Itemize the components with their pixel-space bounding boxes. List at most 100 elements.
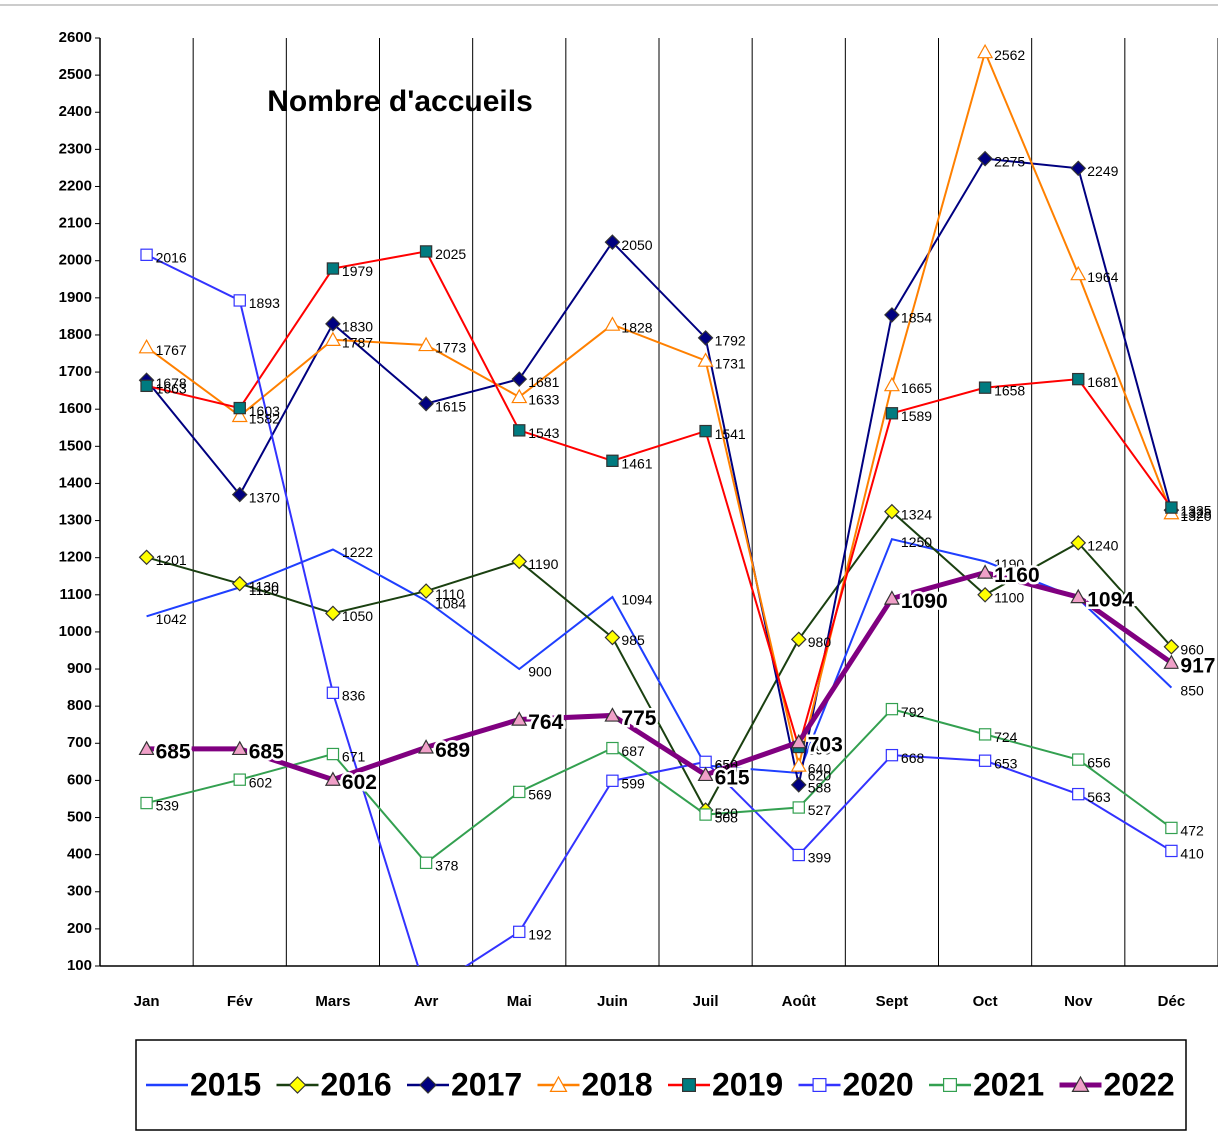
marker (977, 150, 993, 167)
data-label: 1324 (901, 506, 932, 522)
data-label: 689 (435, 739, 470, 762)
x-tick-label: Nov (1064, 993, 1093, 1010)
y-tick-label: 800 (67, 697, 92, 714)
marker (140, 796, 153, 810)
x-tick-label: Déc (1158, 993, 1186, 1010)
marker (790, 777, 807, 793)
marker (324, 771, 341, 786)
data-label: 917 (1180, 654, 1215, 677)
y-tick-label: 700 (67, 734, 92, 751)
data-label: 1160 (994, 564, 1040, 587)
data-label: 1090 (901, 590, 948, 613)
marker (978, 728, 992, 741)
data-label: 1320 (1180, 508, 1211, 524)
marker (604, 629, 621, 646)
data-label: 602 (249, 774, 273, 790)
data-label: 563 (1087, 789, 1111, 805)
data-label: 539 (156, 798, 180, 814)
marker (325, 315, 341, 332)
marker (513, 424, 526, 437)
data-label: 724 (994, 729, 1018, 745)
data-label: 703 (808, 734, 843, 757)
marker (1070, 160, 1087, 177)
data-label: 602 (342, 771, 377, 794)
data-label: 985 (621, 632, 645, 648)
data-label: 668 (901, 750, 925, 766)
data-label: 1370 (249, 489, 280, 505)
data-label: 1328 (1180, 505, 1211, 521)
y-tick-label: 1800 (59, 326, 92, 343)
y-tick-label: 2200 (59, 177, 92, 194)
marker (699, 424, 712, 438)
marker (511, 388, 528, 404)
plot-area (138, 43, 1180, 966)
y-tick-label: 1200 (59, 549, 92, 566)
data-label: 2025 (435, 246, 466, 262)
marker (1070, 534, 1087, 551)
marker (790, 757, 807, 772)
data-label: 378 (435, 858, 459, 874)
data-label: 1543 (528, 425, 559, 441)
marker (1072, 753, 1085, 766)
marker (697, 766, 714, 782)
data-label: 1335 (1180, 502, 1211, 518)
marker (812, 1077, 827, 1092)
y-tick-label: 1900 (59, 289, 92, 306)
marker (883, 376, 900, 392)
y-tick-label: 2000 (59, 252, 92, 269)
data-label: 1773 (435, 340, 466, 356)
y-tick-label: 1100 (59, 586, 92, 603)
marker (978, 381, 992, 394)
marker (792, 848, 805, 862)
y-tick-label: 1400 (59, 474, 92, 491)
marker (883, 590, 900, 605)
data-label: 1090 (1087, 593, 1118, 609)
data-label: 1787 (342, 334, 373, 350)
marker (419, 245, 433, 258)
data-label: 2562 (994, 47, 1025, 63)
series-line (146, 510, 1173, 813)
y-tick-label: 2300 (59, 140, 92, 157)
marker (1071, 1075, 1090, 1093)
data-label: 1250 (901, 534, 932, 550)
y-tick-label: 1500 (59, 437, 92, 454)
marker (697, 352, 714, 367)
data-label: 1792 (715, 333, 746, 349)
data-label: 960 (1180, 641, 1204, 657)
marker (418, 739, 435, 754)
marker (419, 856, 433, 870)
data-label: 1830 (342, 319, 373, 335)
data-label: 569 (528, 787, 552, 803)
marker (419, 1076, 437, 1094)
x-tick-label: Sept (876, 993, 909, 1010)
marker (1070, 588, 1087, 604)
marker (1163, 638, 1180, 655)
y-tick-label: 300 (67, 883, 92, 900)
marker (511, 553, 528, 570)
data-label: 900 (528, 664, 552, 680)
marker (792, 801, 805, 814)
data-label: 650 (715, 757, 739, 773)
y-tick-label: 100 (67, 957, 92, 974)
x-tick-label: Mars (315, 993, 350, 1010)
x-tick-label: Oct (973, 993, 998, 1010)
data-label: 1681 (1087, 374, 1118, 390)
marker (231, 740, 248, 756)
data-label: 1767 (156, 342, 187, 358)
data-label: 1541 (715, 426, 746, 442)
x-tick-label: Août (782, 993, 816, 1010)
marker (513, 785, 526, 799)
data-label: 1190 (994, 556, 1024, 572)
marker (231, 407, 248, 423)
marker (511, 711, 528, 726)
data-label: 599 (621, 775, 645, 791)
x-tick-label: Jan (134, 993, 160, 1010)
data-label: 588 (808, 780, 832, 796)
y-tick-label: 900 (67, 660, 92, 677)
marker (418, 336, 435, 352)
data-label: 520 (715, 805, 739, 821)
data-label: 640 (715, 760, 739, 776)
data-label: 1589 (901, 408, 932, 424)
